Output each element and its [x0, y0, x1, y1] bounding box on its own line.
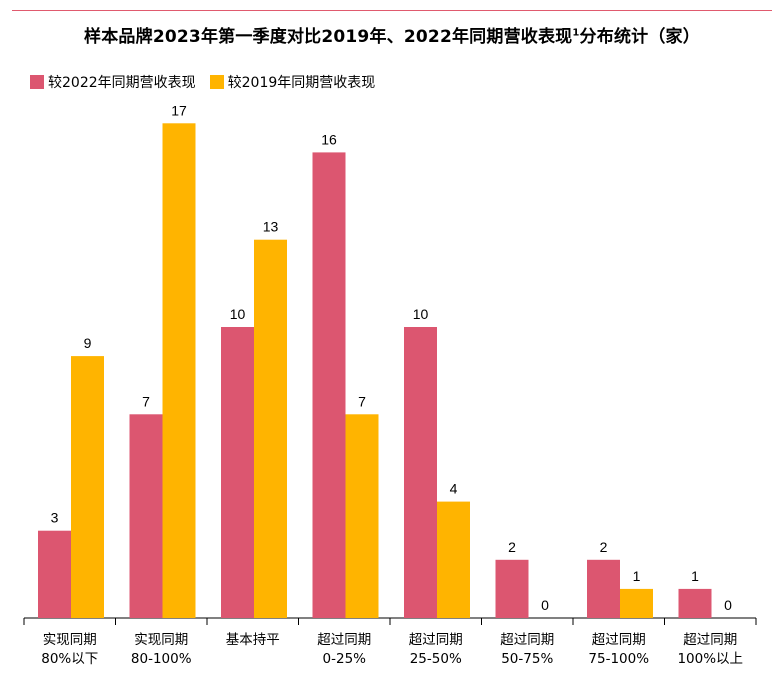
x-tick-label: 基本持平 [226, 631, 280, 648]
x-tick-label: 0-25% [323, 651, 367, 667]
legend-item-2022: 较2022年同期营收表现 [30, 72, 196, 92]
x-tick-label: 25-50% [410, 651, 462, 667]
x-tick-label: 80-100% [131, 651, 192, 667]
x-tick-label: 实现同期 [134, 632, 188, 648]
legend-label-2022: 较2022年同期营收表现 [48, 75, 196, 91]
bar-2022 [587, 559, 620, 618]
bar-2022 [312, 152, 346, 618]
bar-2019 [345, 414, 379, 618]
data-label: 7 [358, 393, 366, 409]
x-tick-label: 超过同期 [500, 632, 554, 648]
chart-title-tail: 分布统计（家） [579, 27, 700, 47]
x-tick-label: 超过同期 [409, 632, 463, 648]
data-label: 0 [541, 597, 549, 613]
bar-2019 [254, 239, 287, 618]
bar-2022 [129, 414, 163, 618]
legend-swatch-2022 [30, 75, 44, 89]
legend-item-2019: 较2019年同期营收表现 [209, 72, 376, 92]
data-label: 0 [724, 597, 732, 613]
legend-swatch-2019 [209, 75, 224, 89]
data-label: 3 [51, 510, 59, 526]
x-tick-label: 实现同期 [43, 632, 97, 648]
data-label: 16 [321, 131, 337, 147]
top-rule [12, 10, 772, 11]
data-label: 9 [84, 335, 92, 351]
bar-2019 [71, 356, 104, 618]
data-label: 1 [691, 568, 699, 584]
legend-label-2019: 较2019年同期营收表现 [227, 75, 376, 91]
x-tick-label: 超过同期 [592, 632, 646, 648]
data-label: 17 [171, 102, 187, 118]
data-label: 4 [450, 481, 458, 497]
bar-2022 [38, 530, 71, 618]
chart-title-main: 样本品牌2023年第一季度对比2019年、2022年同期营收表现 [84, 27, 573, 47]
x-tick-label: 100%以上 [677, 651, 743, 667]
data-label: 1 [633, 568, 641, 584]
bar-2022 [678, 588, 712, 618]
x-tick-label: 75-100% [588, 651, 649, 667]
x-tick-label: 超过同期 [683, 632, 737, 648]
x-tick-label: 50-75% [501, 651, 553, 667]
data-label: 13 [263, 219, 279, 235]
bar-2019 [620, 588, 653, 618]
bar-2022 [495, 559, 529, 618]
data-label: 7 [142, 393, 150, 409]
data-label: 2 [600, 539, 608, 555]
data-label: 10 [413, 306, 429, 322]
chart-title-footnote: 1 [572, 27, 580, 39]
data-label: 2 [508, 539, 516, 555]
bar-2022 [221, 327, 254, 618]
bar-2019 [437, 501, 470, 618]
x-tick-label: 80%以下 [41, 651, 98, 667]
chart-title: 样本品牌2023年第一季度对比2019年、2022年同期营收表现1分布统计（家） [0, 22, 784, 47]
bar-2019 [162, 123, 196, 619]
legend: 较2022年同期营收表现 较2019年同期营收表现 [30, 72, 389, 92]
x-tick-label: 超过同期 [317, 632, 371, 648]
data-label: 10 [230, 306, 246, 322]
bar-2022 [404, 327, 437, 618]
